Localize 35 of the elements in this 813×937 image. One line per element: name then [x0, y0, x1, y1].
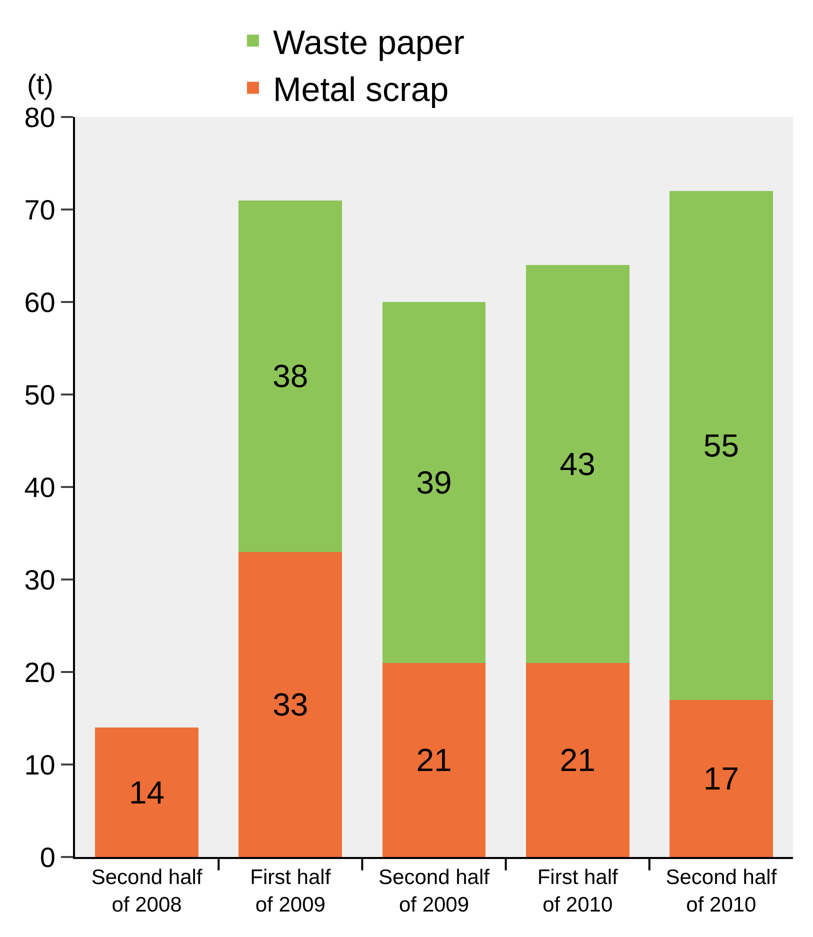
y-axis-title: (t) [27, 69, 54, 100]
y-tick-label: 20 [24, 656, 56, 688]
x-tick-label: First half of 2009 [250, 866, 331, 916]
x-tick-label: Second half of 2008 [91, 866, 202, 916]
legend-label: Metal scrap [272, 71, 449, 110]
data-label: 39 [416, 464, 452, 500]
bar [382, 302, 486, 663]
y-tick-label: 10 [24, 749, 56, 780]
data-label: 43 [560, 446, 596, 482]
x-tick-label: Second half of 2009 [378, 866, 490, 916]
bar [670, 700, 773, 857]
y-tick-label: 40 [24, 472, 56, 503]
data-label: 14 [129, 774, 165, 810]
bar [526, 662, 630, 857]
data-label: 33 [272, 686, 308, 722]
y-tick-label: 30 [24, 564, 56, 596]
data-label: 21 [560, 742, 596, 778]
data-label: 55 [703, 427, 739, 464]
bar [526, 265, 630, 663]
x-tick-label: First half of 2010 [537, 866, 618, 916]
y-tick-label: 80 [24, 102, 56, 133]
legend-label: Waste paper [272, 24, 464, 62]
data-label: 21 [416, 742, 452, 778]
bar [238, 552, 342, 857]
bar [670, 191, 773, 700]
bar [382, 662, 486, 857]
bar [238, 200, 342, 552]
x-tick-label: Second half of 2010 [666, 866, 777, 916]
y-tick-label: 50 [24, 379, 56, 410]
y-tick-label: 0 [40, 842, 56, 873]
data-label: 38 [272, 358, 308, 394]
y-tick-label: 60 [24, 286, 56, 318]
y-tick-label: 70 [24, 194, 56, 226]
bar [95, 728, 198, 857]
data-label: 17 [703, 760, 739, 796]
